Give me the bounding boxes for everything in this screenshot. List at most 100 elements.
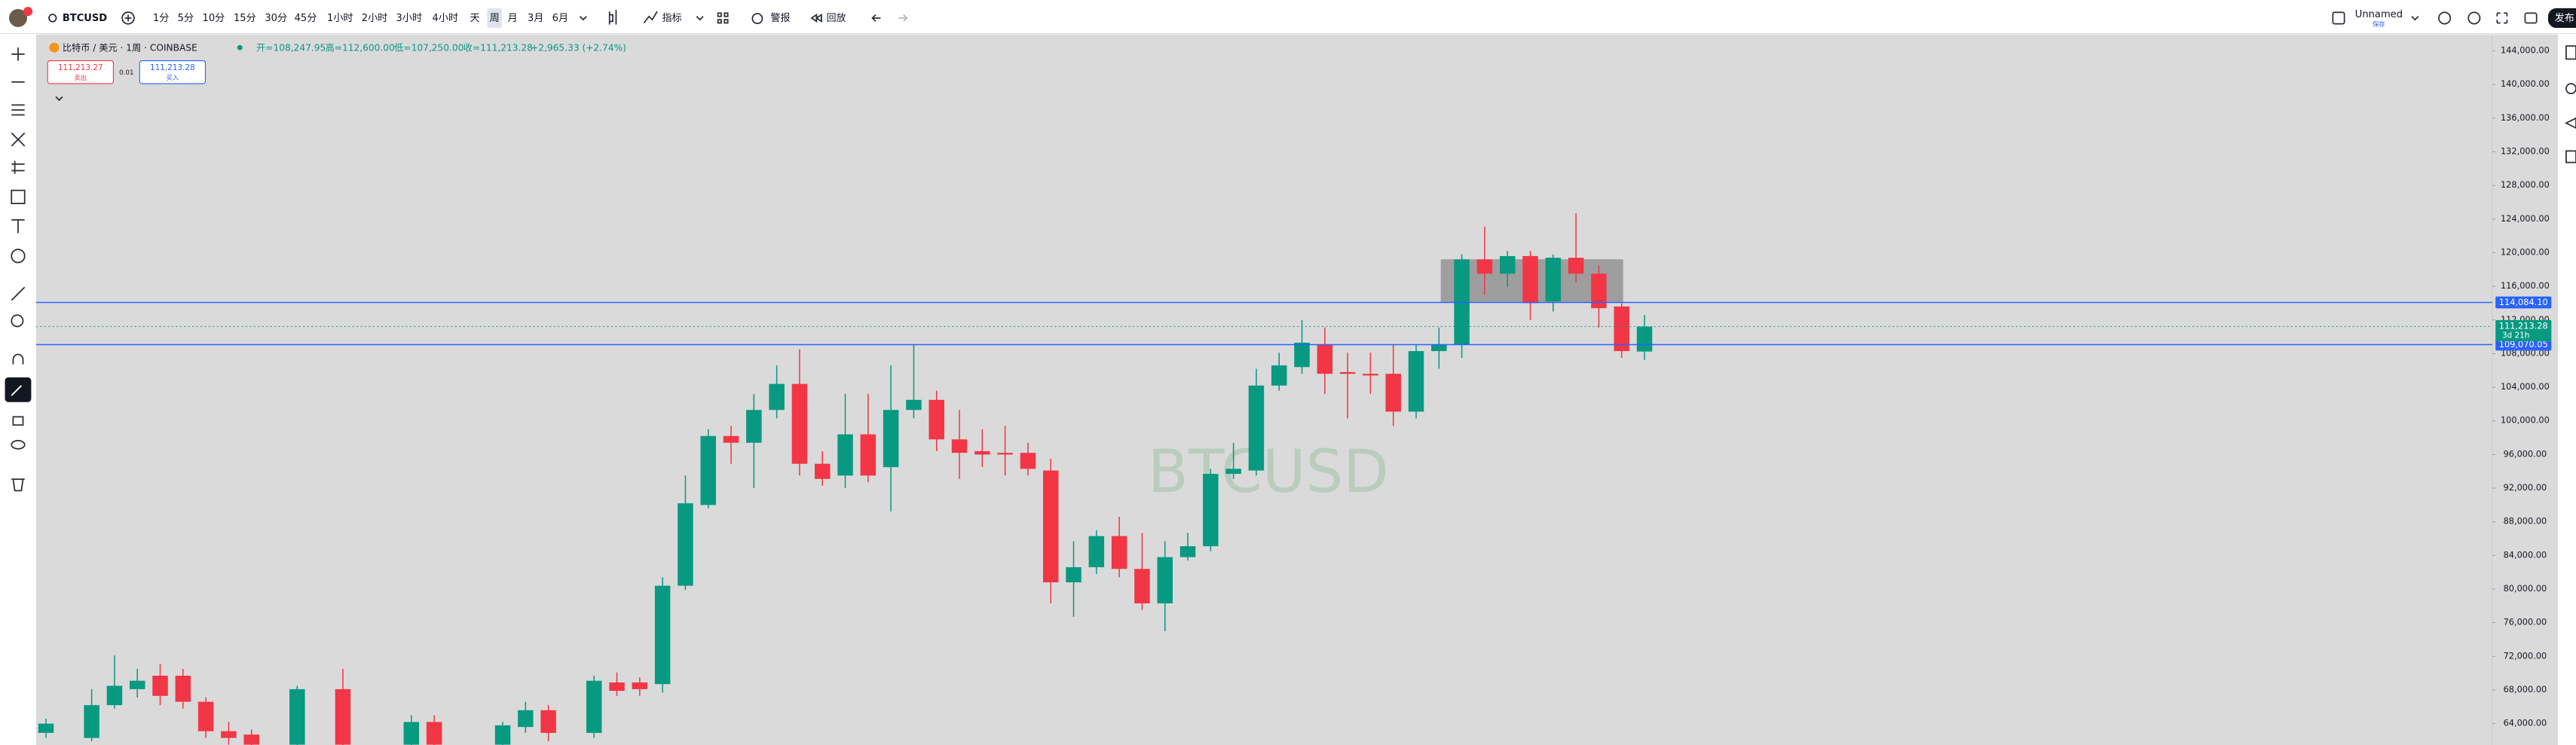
candle-body — [1179, 546, 1196, 557]
candle-body — [1020, 453, 1036, 469]
indicators-chevron[interactable] — [696, 16, 704, 21]
watchlist-icon[interactable] — [2565, 45, 2576, 60]
buy-button[interactable] — [139, 60, 207, 84]
candle-body — [951, 439, 968, 453]
crosshair-tool[interactable] — [11, 47, 25, 61]
interval-button[interactable]: 3小时 — [396, 13, 422, 24]
interval-button[interactable]: 45分 — [295, 13, 317, 24]
candle-body — [906, 399, 922, 411]
interval-button[interactable]: 4小时 — [433, 13, 458, 24]
publish-label: 发布 — [2555, 12, 2574, 24]
candle-body — [1591, 273, 1607, 309]
save-status[interactable]: 保存 — [2373, 20, 2385, 28]
compare-icon[interactable] — [121, 11, 135, 25]
magnet-tool[interactable] — [12, 353, 24, 365]
layout-chevron[interactable] — [2411, 16, 2419, 21]
candle-body — [1522, 255, 1538, 304]
zoom-tool[interactable] — [11, 314, 24, 328]
candle-body — [929, 399, 944, 440]
candle-body — [1294, 342, 1310, 368]
legend: 比特币 / 美元 · 1周 · COINBASE 开=108,247.95 高=… — [47, 41, 626, 102]
lock-tool[interactable] — [12, 416, 24, 426]
settings-icon[interactable] — [2467, 11, 2481, 25]
candle-body — [1225, 469, 1241, 475]
interval-button[interactable]: 2小时 — [362, 13, 387, 24]
candle-body — [746, 410, 762, 443]
layout-checkbox[interactable] — [2332, 11, 2345, 25]
avatar[interactable] — [8, 8, 27, 27]
candle-body — [1088, 536, 1105, 567]
line-price-label: 114,084.10 — [2499, 297, 2548, 307]
search-icon[interactable] — [48, 14, 57, 23]
plot — [35, 212, 2492, 745]
alerts-panel-icon[interactable] — [2565, 83, 2576, 95]
alert-icon[interactable] — [751, 13, 763, 25]
indicators-button[interactable]: 指标 — [662, 13, 681, 24]
pitchfork-tool[interactable] — [11, 132, 26, 147]
remove-tool[interactable] — [11, 478, 25, 492]
price-axis: 144,000.00 140,000.00 136,000.00 132,000.00… — [2492, 45, 2552, 728]
indicators-icon[interactable] — [643, 11, 658, 24]
publish-button[interactable] — [2547, 8, 2576, 29]
y-tick-label: 132,000.00 — [2501, 145, 2550, 156]
candle-body — [243, 734, 259, 745]
text-tool[interactable] — [11, 219, 25, 234]
quick-search-icon[interactable] — [2438, 11, 2452, 25]
symbol-logo — [49, 42, 60, 53]
symbol[interactable]: BTCUSD — [63, 13, 107, 24]
ruler-tool[interactable] — [11, 286, 26, 301]
candle-body — [1363, 374, 1378, 376]
interval-button[interactable]: 3月 — [528, 13, 543, 24]
candle-body — [769, 383, 785, 411]
replay-icon[interactable] — [810, 13, 822, 23]
emoji-tool[interactable] — [11, 249, 26, 264]
interval-button[interactable]: 10分 — [203, 13, 225, 24]
calendar-icon[interactable] — [2565, 150, 2576, 163]
channel-tool[interactable] — [11, 104, 25, 116]
ideas-icon[interactable] — [2564, 117, 2576, 129]
layout-name[interactable]: Unnamed — [2355, 9, 2403, 20]
candle-body — [723, 435, 739, 443]
interval-button[interactable]: 天 — [470, 13, 479, 24]
layout-icon[interactable] — [717, 12, 729, 24]
right-sidebar — [2558, 34, 2576, 745]
y-tick-label: 100,000.00 — [2501, 415, 2550, 426]
candle-body — [1476, 259, 1493, 274]
candle-body — [997, 453, 1013, 455]
redo-icon[interactable] — [898, 14, 908, 22]
interval-button[interactable]: 6月 — [552, 13, 568, 24]
legend-collapse[interactable] — [55, 96, 63, 102]
interval-button[interactable]: 15分 — [234, 13, 256, 24]
chart-background — [35, 34, 2559, 745]
y-tick-label: 96,000.00 — [2504, 448, 2547, 459]
y-tick-label: 144,000.00 — [2501, 45, 2550, 56]
replay-button[interactable]: 回放 — [826, 13, 846, 24]
y-tick-label: 68,000.00 — [2504, 684, 2547, 695]
interval-chevron[interactable] — [579, 16, 587, 21]
y-tick-label: 92,000.00 — [2504, 482, 2547, 493]
y-tick-label: 124,000.00 — [2501, 213, 2550, 224]
sell-button[interactable] — [47, 60, 114, 84]
interval-button[interactable]: 月 — [508, 13, 518, 24]
watermark: BTCUSD — [1148, 438, 1389, 506]
legend-open: 开=108,247.95 — [256, 42, 326, 53]
fib-tool[interactable] — [11, 160, 25, 174]
interval-button[interactable]: 周 — [490, 13, 500, 24]
snapshot-icon[interactable] — [2524, 12, 2538, 24]
interval-button[interactable]: 1分 — [153, 13, 169, 24]
shape-tool[interactable] — [11, 189, 26, 204]
candle-body — [586, 680, 602, 733]
chart-type-icon[interactable] — [608, 10, 617, 25]
fullscreen-icon[interactable] — [2496, 12, 2508, 24]
candle-body — [1134, 569, 1150, 603]
interval-button[interactable]: 30分 — [265, 13, 287, 24]
alert-button[interactable]: 警报 — [770, 12, 790, 24]
interval-button[interactable]: 5分 — [178, 13, 194, 24]
interval-button[interactable]: 1小时 — [327, 13, 353, 24]
y-tick-label: 140,000.00 — [2501, 78, 2550, 89]
last-price-label: 111,213.28 — [2499, 321, 2548, 331]
visibility-tool[interactable] — [11, 440, 26, 450]
undo-icon[interactable] — [871, 14, 881, 22]
legend-close: 收=111,213.28 — [463, 42, 533, 53]
